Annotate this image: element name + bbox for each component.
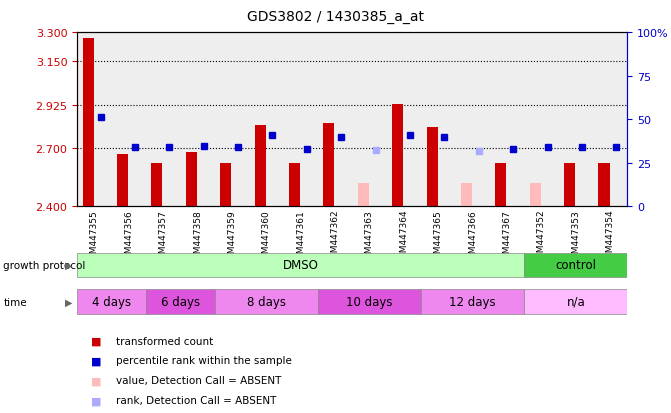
Bar — [254, 126, 266, 206]
Text: 4 days: 4 days — [92, 295, 131, 308]
Text: ▶: ▶ — [65, 297, 72, 307]
Text: n/a: n/a — [566, 295, 585, 308]
Bar — [152, 164, 162, 206]
Text: ■: ■ — [91, 375, 101, 385]
Bar — [318, 289, 421, 315]
Text: ■: ■ — [91, 336, 101, 346]
Bar — [599, 164, 609, 206]
Bar — [289, 164, 300, 206]
Text: 6 days: 6 days — [161, 295, 200, 308]
Text: ■: ■ — [91, 395, 101, 405]
Bar — [77, 253, 524, 278]
Text: 8 days: 8 days — [247, 295, 286, 308]
Bar — [392, 104, 403, 206]
Bar — [186, 152, 197, 206]
Text: time: time — [3, 297, 27, 307]
Bar — [77, 289, 146, 315]
Bar — [146, 289, 215, 315]
Bar — [427, 128, 437, 206]
Text: ▶: ▶ — [65, 260, 72, 271]
Text: value, Detection Call = ABSENT: value, Detection Call = ABSENT — [116, 375, 281, 385]
Text: 10 days: 10 days — [346, 295, 393, 308]
Bar — [461, 183, 472, 206]
Bar — [529, 183, 541, 206]
Text: DMSO: DMSO — [282, 258, 319, 271]
Bar — [220, 164, 231, 206]
Bar — [564, 164, 575, 206]
Bar — [323, 123, 334, 206]
Bar — [524, 253, 627, 278]
Bar — [117, 154, 128, 206]
Text: percentile rank within the sample: percentile rank within the sample — [116, 356, 292, 366]
Bar — [495, 164, 507, 206]
Text: 12 days: 12 days — [450, 295, 496, 308]
Text: rank, Detection Call = ABSENT: rank, Detection Call = ABSENT — [116, 395, 276, 405]
Text: growth protocol: growth protocol — [3, 260, 86, 271]
Bar — [524, 289, 627, 315]
Bar — [358, 183, 369, 206]
Text: ■: ■ — [91, 356, 101, 366]
Text: GDS3802 / 1430385_a_at: GDS3802 / 1430385_a_at — [247, 10, 424, 24]
Bar — [215, 289, 318, 315]
Bar — [83, 39, 94, 206]
Text: control: control — [556, 258, 597, 271]
Text: transformed count: transformed count — [116, 336, 213, 346]
Bar — [421, 289, 524, 315]
